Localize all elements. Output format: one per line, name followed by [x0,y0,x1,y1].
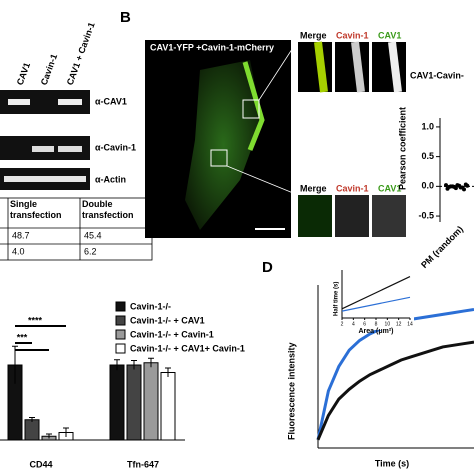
inset-label: Merge [300,30,327,40]
x-axis-label: Time (s) [375,458,409,468]
x-tick-label: 10 [385,321,391,327]
line [341,276,411,310]
y-tick-label: 1.0 [421,121,434,131]
table-cell: 45.4 [84,230,102,240]
x-tick-label: PM (random) [419,224,465,270]
inset-label: Cavin-1 [336,183,369,193]
bar [24,419,40,441]
x-tick-label: 14 [407,321,413,327]
band [4,176,86,182]
x-tick-label: 4 [352,321,355,327]
y-tick-label: -0.5 [418,210,434,220]
point [444,183,448,188]
bar [143,362,159,441]
annotation: *** [17,332,28,342]
legend-label: Cavin-1-/- + CAV1+ Cavin-1 [130,343,245,353]
point [455,183,460,188]
curve [316,340,474,441]
panel-a: CAV1 Cavin-1 CAV1 + Cavin-1 α-CAV1 α-Cav… [0,21,153,261]
inset [298,195,332,237]
roi [242,99,260,119]
legend-swatch [115,315,126,326]
y-tick-label: 0.0 [421,181,434,191]
lane-label: CAV1 [15,61,32,86]
bar [160,372,176,441]
zoom-line [226,165,299,196]
point [448,184,453,189]
x-tick-label: 12 [396,321,402,327]
inset-label: CAV1 [378,30,401,40]
lane-label: Cavin-1 [39,53,60,87]
line [341,296,411,312]
legend-label: Cavin-1-/- + CAV1 [130,315,205,325]
band [32,146,54,152]
legend-label: Cavin-1-/- + Cavin-1 [130,329,214,339]
inset-label: CAV1 [378,183,401,193]
y-axis-label: Pearson coefficient [397,107,407,190]
y-axis-label: Half time (s) [334,282,340,316]
blot-label: α-Actin [95,174,126,184]
inset [335,195,369,237]
lane-label: CAV1 + Cavin-1 [65,21,97,87]
inset [372,195,406,237]
bar [126,364,142,441]
roi [210,149,228,167]
band [58,146,82,152]
x-tick-label: 6 [363,321,366,327]
image-title: CAV1-YFP +Cavin-1-mCherry [150,42,274,52]
zoom-line [258,39,299,101]
blot-label: α-CAV1 [95,96,127,106]
inset-label: Cavin-1 [336,30,369,40]
membrane [242,61,265,151]
header-cell: Double transfection [82,199,134,220]
x-tick-label: 2 [341,321,344,327]
point [452,184,457,189]
inset-signal [388,41,402,93]
inset-signal [351,41,365,93]
band [58,99,82,105]
annotation: **** [28,315,43,325]
x-tick-label: Tfn-647 [127,459,159,469]
y-axis-label: Fluorescence intensity [286,342,296,440]
header-cell: Single transfection [10,199,62,220]
bar [109,364,125,441]
point [458,185,463,190]
x-tick-label: CD44 [29,459,52,469]
point [445,186,450,191]
legend-swatch [115,343,126,354]
inset-label: Merge [300,183,327,193]
band [8,99,30,105]
x-tick-label: 8 [375,321,378,327]
x-axis-label: Area (μm²) [358,328,393,335]
panel-label: D [262,259,273,276]
blot-label: α-Cavin-1 [95,142,136,152]
legend-swatch [115,329,126,340]
point [465,183,470,188]
legend-label: Cavin-1-/- [130,301,171,311]
panel-b: B CAV1-YFP +Cavin-1-mCherry Merge Cavin-… [120,9,406,238]
point [462,187,466,192]
y-tick-label: 0.5 [421,151,434,161]
table-cell: 4.0 [12,246,25,256]
table-header: Single transfection [10,199,62,220]
chart-title: CAV1-Cavin- [410,70,464,80]
table-cell: 6.2 [84,246,97,256]
table-cell: 48.7 [12,230,30,240]
panel-label: B [120,9,131,26]
table-header: Double transfection [82,199,134,220]
inset-signal [314,41,328,93]
legend-swatch [115,301,126,312]
